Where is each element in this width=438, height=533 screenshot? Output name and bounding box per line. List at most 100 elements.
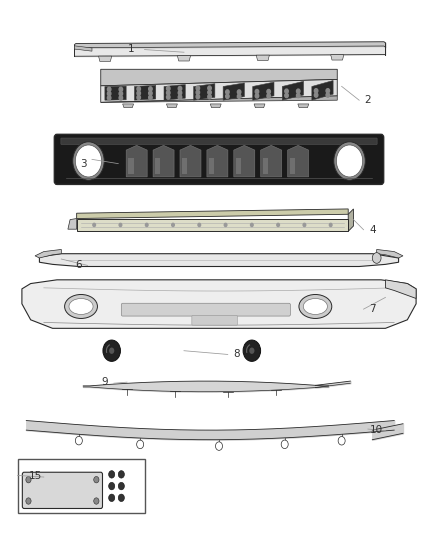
Circle shape <box>336 145 363 177</box>
Polygon shape <box>210 104 221 108</box>
Polygon shape <box>126 146 147 177</box>
Polygon shape <box>298 104 309 108</box>
Text: 10: 10 <box>370 425 383 435</box>
Polygon shape <box>101 96 337 102</box>
Circle shape <box>329 223 332 227</box>
Ellipse shape <box>65 294 97 318</box>
Circle shape <box>255 90 259 94</box>
Text: 6: 6 <box>75 261 82 270</box>
Polygon shape <box>166 104 177 108</box>
Circle shape <box>326 93 329 97</box>
Circle shape <box>314 88 318 93</box>
Polygon shape <box>261 146 282 177</box>
Circle shape <box>226 94 229 99</box>
Circle shape <box>109 494 115 502</box>
Text: 3: 3 <box>80 159 87 168</box>
Circle shape <box>107 96 111 100</box>
Circle shape <box>372 253 381 263</box>
Circle shape <box>137 440 144 449</box>
Polygon shape <box>209 158 214 174</box>
Circle shape <box>215 442 223 450</box>
Polygon shape <box>254 104 265 108</box>
Circle shape <box>178 86 182 91</box>
Polygon shape <box>22 280 416 328</box>
Circle shape <box>267 94 270 98</box>
Circle shape <box>172 223 174 227</box>
Circle shape <box>103 340 120 361</box>
Circle shape <box>196 86 200 90</box>
FancyBboxPatch shape <box>54 134 384 184</box>
Circle shape <box>297 89 300 93</box>
Polygon shape <box>348 209 353 231</box>
Circle shape <box>107 92 111 96</box>
Polygon shape <box>234 146 255 177</box>
Circle shape <box>338 437 345 445</box>
Circle shape <box>119 96 123 100</box>
Polygon shape <box>35 249 61 258</box>
Circle shape <box>145 223 148 227</box>
Text: 9: 9 <box>102 377 109 387</box>
Polygon shape <box>134 85 156 100</box>
Polygon shape <box>207 146 228 177</box>
Circle shape <box>285 93 288 98</box>
Text: 15: 15 <box>28 471 42 481</box>
Circle shape <box>178 91 182 95</box>
Circle shape <box>166 95 170 99</box>
Polygon shape <box>164 84 185 100</box>
Circle shape <box>237 90 241 94</box>
Circle shape <box>281 440 288 449</box>
Circle shape <box>334 142 365 180</box>
Polygon shape <box>77 219 348 231</box>
Circle shape <box>94 477 99 483</box>
Circle shape <box>73 142 104 180</box>
Polygon shape <box>155 158 160 174</box>
Polygon shape <box>223 83 244 100</box>
FancyBboxPatch shape <box>61 138 377 144</box>
Circle shape <box>93 223 95 227</box>
Circle shape <box>196 90 200 94</box>
Polygon shape <box>123 104 134 108</box>
Circle shape <box>198 223 201 227</box>
Circle shape <box>208 86 211 90</box>
Polygon shape <box>128 158 134 174</box>
FancyBboxPatch shape <box>18 459 145 513</box>
Circle shape <box>166 91 170 95</box>
Polygon shape <box>288 146 309 177</box>
Polygon shape <box>177 55 191 61</box>
Polygon shape <box>153 146 174 177</box>
Polygon shape <box>256 55 269 60</box>
Polygon shape <box>236 158 241 174</box>
Polygon shape <box>99 56 112 61</box>
Circle shape <box>249 348 254 354</box>
Circle shape <box>166 86 170 91</box>
Circle shape <box>251 223 253 227</box>
Circle shape <box>119 223 122 227</box>
Circle shape <box>178 95 182 99</box>
Text: 8: 8 <box>233 350 240 359</box>
Circle shape <box>75 437 82 445</box>
Circle shape <box>314 93 318 97</box>
Polygon shape <box>101 69 337 86</box>
Circle shape <box>118 494 124 502</box>
Circle shape <box>94 498 99 504</box>
Circle shape <box>224 223 227 227</box>
Circle shape <box>26 498 31 504</box>
Circle shape <box>118 482 124 490</box>
FancyBboxPatch shape <box>22 472 102 508</box>
Circle shape <box>26 477 31 483</box>
Circle shape <box>109 471 115 478</box>
Ellipse shape <box>299 294 332 318</box>
Circle shape <box>208 94 211 99</box>
Circle shape <box>277 223 279 227</box>
Polygon shape <box>290 158 295 174</box>
Polygon shape <box>385 280 416 298</box>
Polygon shape <box>331 55 344 60</box>
Polygon shape <box>77 209 348 219</box>
Polygon shape <box>68 219 77 229</box>
Circle shape <box>255 94 259 98</box>
Polygon shape <box>105 86 126 100</box>
Circle shape <box>267 90 270 94</box>
Circle shape <box>148 95 152 100</box>
Circle shape <box>109 482 115 490</box>
Circle shape <box>137 87 141 91</box>
